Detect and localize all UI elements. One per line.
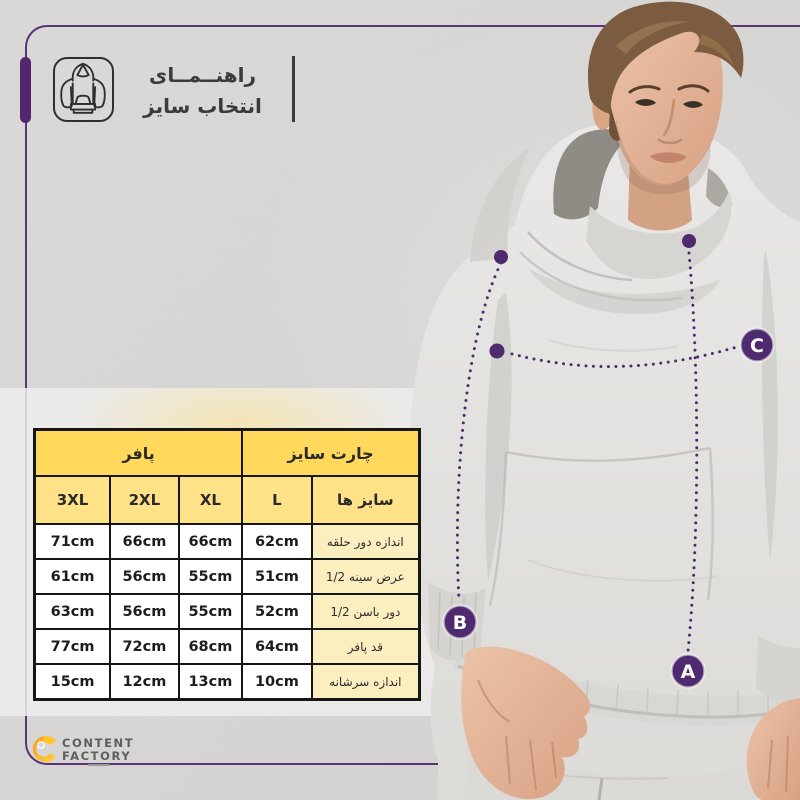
row-label: عرض سینه 1/2 (310, 558, 421, 595)
logo-line2: FACTORY (62, 748, 132, 763)
group-header-size-chart: چارت سایز (241, 428, 421, 477)
marker-B-label: B (453, 612, 467, 634)
hoodie-icon (53, 57, 114, 122)
cell-value: 12cm (109, 663, 180, 701)
left-hand (461, 646, 590, 800)
cell-value: 10cm (241, 663, 313, 701)
cell-value: 71cm (33, 523, 112, 560)
page-title: راهنــمــای انتخاب سایز (120, 60, 285, 122)
marker-A-label: A (681, 661, 696, 683)
col-header-L: L (241, 475, 313, 525)
cell-value: 64cm (241, 628, 313, 665)
length-measure-line (686, 251, 699, 653)
page-title-line2: انتخاب سایز (143, 94, 262, 118)
measure-dot (489, 343, 505, 359)
frame-accent-pill (19, 57, 31, 123)
cell-value: 61cm (33, 558, 112, 595)
row-label: دور باسن 1/2 (310, 593, 421, 630)
cell-value: 56cm (109, 558, 180, 595)
sleeve-measure-line (455, 261, 503, 603)
table-row: قد پافر 64cm 68cm 72cm 77cm (33, 628, 421, 665)
logo-line1: CONTENT (62, 736, 135, 750)
group-header-row: چارت سایز پافر (33, 428, 421, 477)
table-row: اندازه سرشانه 10cm 13cm 12cm 15cm (33, 663, 421, 701)
column-header-row: سایز ها L XL 2XL 3XL (33, 475, 421, 525)
content-factory-logo-icon (32, 735, 56, 762)
col-header-XL: XL (177, 475, 244, 525)
cell-value: 68cm (177, 628, 244, 665)
header-divider (292, 56, 295, 122)
cell-value: 62cm (241, 523, 313, 560)
cell-value: 55cm (177, 558, 244, 595)
hem-band (454, 642, 800, 726)
table-row: اندازه دور حلقه 62cm 66cm 66cm 71cm (33, 523, 421, 560)
cell-value: 77cm (33, 628, 112, 665)
face (607, 15, 723, 186)
content-factory-logo-text: CONTENT FACTORY (62, 737, 134, 762)
hood-inner (553, 129, 630, 220)
cell-value: 55cm (177, 593, 244, 630)
table-row: عرض سینه 1/2 51cm 55cm 56cm 61cm (33, 558, 421, 595)
marker-C: C (739, 327, 775, 363)
cell-value: 63cm (33, 593, 112, 630)
chest-measure-line (510, 345, 739, 369)
size-chart-table: چارت سایز پافر سایز ها L XL 2XL 3XL اندا… (33, 428, 421, 701)
marker-B: B (442, 604, 478, 640)
row-label: اندازه دور حلقه (310, 523, 421, 560)
measure-dot (494, 250, 508, 264)
cell-value: 13cm (177, 663, 244, 701)
logo-tagline (88, 764, 110, 766)
page-title-line1: راهنــمــای (149, 63, 256, 87)
marker-C-label: C (750, 335, 764, 357)
model-photo (407, 1, 800, 800)
marker-A: A (670, 653, 706, 689)
table-row: دور باسن 1/2 52cm 55cm 56cm 63cm (33, 593, 421, 630)
cell-value: 56cm (109, 593, 180, 630)
row-label: اندازه سرشانه (310, 663, 421, 701)
cell-value: 15cm (33, 663, 112, 701)
cell-value: 66cm (109, 523, 180, 560)
hoodie-icon-drawing (60, 62, 106, 114)
stubble (615, 118, 711, 195)
col-header-2XL: 2XL (109, 475, 180, 525)
col-header-sizes: سایز ها (310, 475, 421, 525)
cell-value: 52cm (241, 593, 313, 630)
cell-value: 51cm (241, 558, 313, 595)
hood-collar (586, 190, 732, 280)
cell-value: 66cm (177, 523, 244, 560)
hair (587, 1, 744, 114)
lips (650, 152, 687, 163)
col-header-3XL: 3XL (33, 475, 112, 525)
cell-value: 72cm (109, 628, 180, 665)
group-header-puffer: پافر (33, 428, 244, 477)
row-label: قد پافر (310, 628, 421, 665)
right-cuff (756, 636, 800, 706)
measure-dot (682, 234, 696, 248)
